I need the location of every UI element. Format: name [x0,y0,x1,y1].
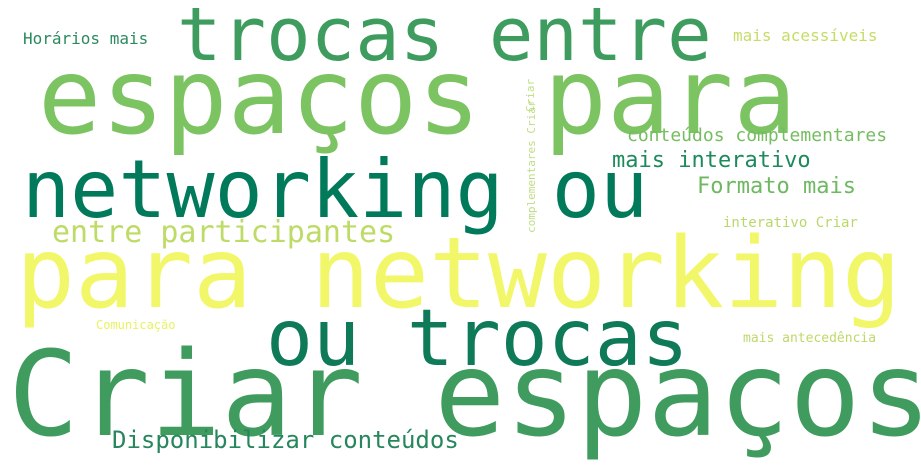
word-criar-espacos: Criar espaços [8,325,921,463]
word-mais-acessiveis: mais acessíveis [733,26,878,45]
word-networking-ou: networking ou [22,143,649,236]
word-horarios-mais: Horários mais [23,29,149,48]
word-entre-participantes: entre participantes [52,215,396,250]
word-espacos-para: espaços para [38,36,797,158]
word-mais-interativo: mais interativo [612,148,811,173]
word-interativo-criar: interativo Criar [723,215,858,231]
word-conteudos-complementares: conteúdos complementares [627,125,888,146]
word-complementares-criar-vertical: complementares Criar [525,100,538,233]
word-formato-mais: Formato mais [697,174,856,199]
word-comunicacao: Comunicação [96,318,176,332]
word-mais-antecedencia: mais antecedência [743,331,877,346]
word-para-networking: para networking [16,217,902,331]
word-ou-trocas: ou trocas [266,294,689,384]
word-disponibilizar-conteudos: Disponibilizar conteúdos [112,426,459,454]
word-trocas-entre: trocas entre [177,0,712,78]
